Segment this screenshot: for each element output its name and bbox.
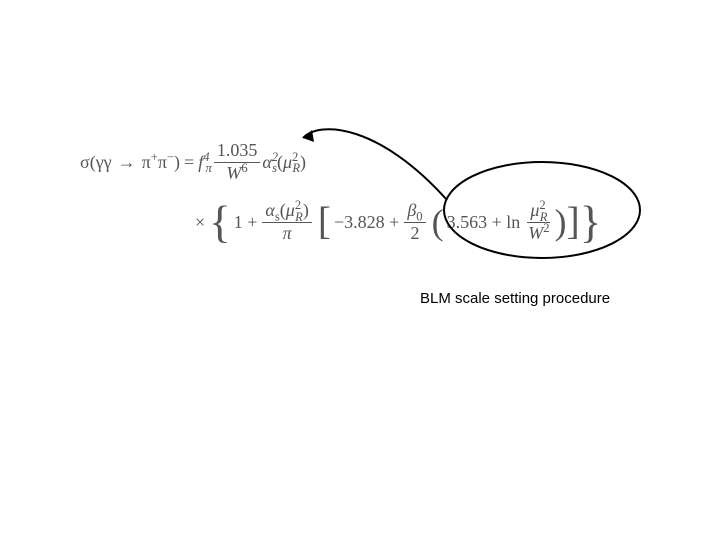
equals: =	[184, 152, 194, 173]
one-plus: 1 +	[234, 212, 258, 233]
constant-2: 3.563 + ln	[447, 212, 521, 233]
coefficient-fraction: 1.035 W6	[214, 140, 261, 184]
f-pi: f4π	[198, 152, 212, 173]
caption-text: BLM scale setting procedure	[420, 290, 610, 307]
paren-close: )	[174, 152, 180, 173]
left-paren: (	[432, 208, 444, 237]
pointer-curve	[303, 129, 447, 200]
mu-r-arg: (μ2R)	[277, 152, 306, 173]
beta-over-two: β0 2	[404, 200, 425, 244]
gamma-gamma: γγ	[96, 152, 112, 173]
right-brace: }	[580, 204, 602, 240]
times-symbol: ×	[195, 212, 205, 233]
pi-plus: π+	[142, 152, 158, 173]
arrow: →	[118, 152, 136, 173]
right-bracket: ]	[567, 206, 580, 238]
annotation-overlay	[0, 0, 720, 540]
constant-1: −3.828 +	[334, 212, 399, 233]
left-brace: {	[209, 204, 231, 240]
alpha-s-squared: α2s	[262, 152, 277, 173]
right-paren: )	[555, 208, 567, 237]
equation-line-2: × { 1 + αs(μ2R) π [ −3.828 + β0 2 ( 3.56…	[195, 200, 601, 244]
pi-minus: π−	[158, 152, 174, 173]
equation-line-1: σ ( γγ → π+ π− ) = f4π 1.035 W6 α2s (μ2R…	[80, 140, 306, 184]
mu-over-w-fraction: μ2R W2	[525, 200, 552, 244]
sigma-symbol: σ	[80, 152, 90, 173]
left-bracket: [	[318, 206, 331, 238]
alpha-over-pi: αs(μ2R) π	[262, 200, 311, 244]
